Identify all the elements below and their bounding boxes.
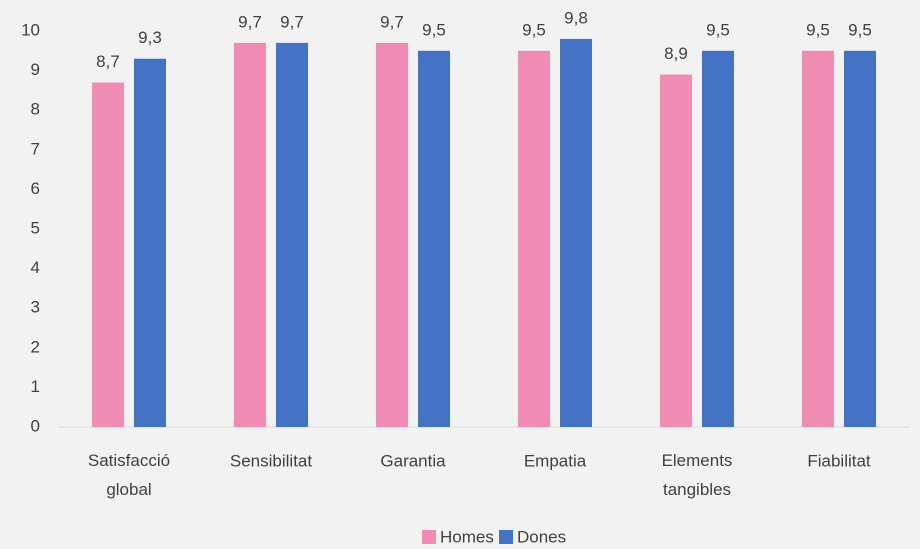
x-tick-label: Satisfacció global [88,451,170,499]
legend-swatch [499,530,513,544]
value-label: 9,7 [280,12,304,31]
bar [802,50,834,428]
y-tick-label: 4 [31,258,40,277]
y-tick-label: 1 [31,377,40,396]
value-label: 9,5 [848,20,872,39]
bar [560,38,592,428]
y-tick-label: 9 [31,60,40,79]
y-tick-label: 7 [31,139,40,158]
y-tick-label: 10 [21,20,40,39]
legend-label: Dones [517,527,566,546]
value-label: 9,7 [238,12,262,31]
x-tick-label: Elements tangibles [662,451,733,499]
value-label: 8,7 [96,52,120,71]
bar [844,50,876,428]
y-tick-label: 3 [31,298,40,317]
bar [234,42,266,427]
y-tick-label: 5 [31,218,40,237]
bar [376,42,408,427]
bar [418,50,450,428]
y-tick-label: 2 [31,337,40,356]
bar [702,50,734,428]
value-label: 9,5 [422,20,446,39]
bar [660,74,692,427]
y-tick-label: 8 [31,100,40,119]
y-tick-label: 0 [31,416,40,435]
legend-label: Homes [440,527,494,546]
value-label: 9,7 [380,12,404,31]
x-tick-label: Fiabilitat [807,451,871,470]
value-label: 8,9 [664,44,688,63]
value-label: 9,5 [806,20,830,39]
legend-swatch [422,530,436,544]
value-label: 9,5 [522,20,546,39]
bar [92,82,124,427]
value-label: 9,8 [564,8,588,27]
value-label: 9,5 [706,20,730,39]
y-tick-label: 6 [31,179,40,198]
bar [276,42,308,427]
x-tick-label: Empatia [524,451,587,470]
value-label: 9,3 [138,28,162,47]
bar [518,50,550,428]
x-tick-label: Sensibilitat [230,451,312,470]
x-tick-label: Garantia [380,451,446,470]
bar [134,58,166,427]
